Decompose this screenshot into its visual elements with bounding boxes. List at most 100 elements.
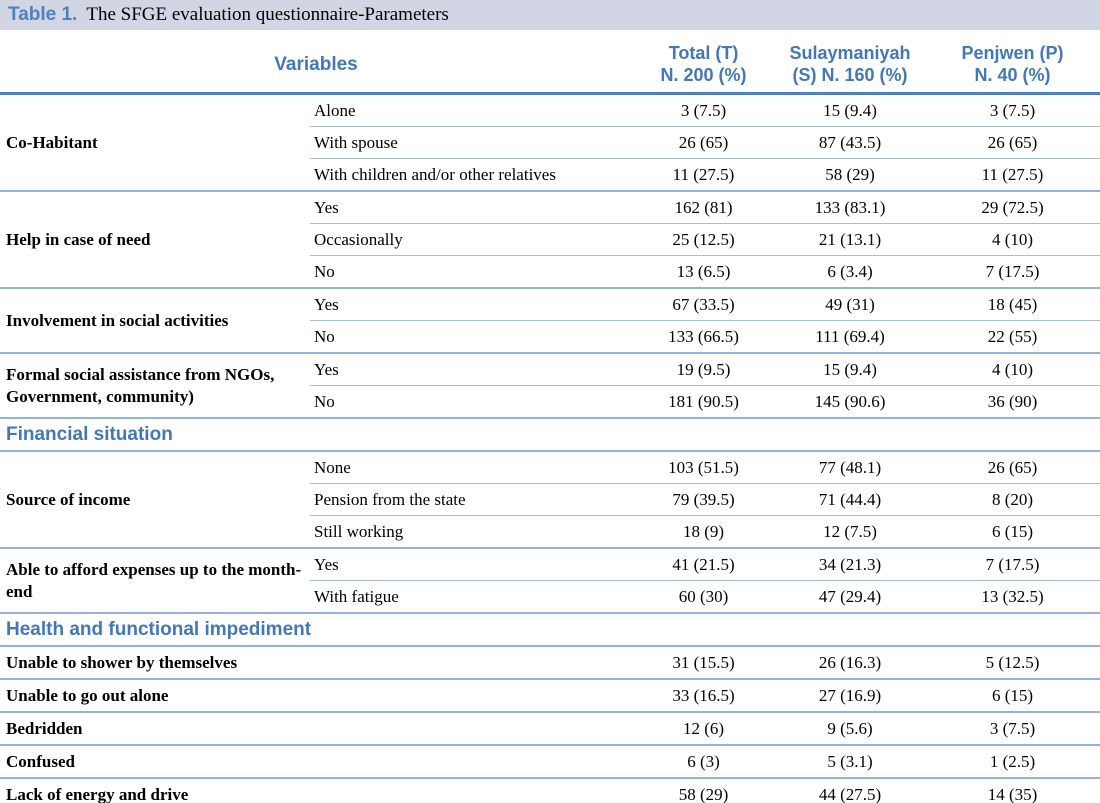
- variable-label: Help in case of need: [0, 191, 310, 289]
- total-value-cell: 25 (12.5): [632, 223, 776, 256]
- table-row: With fatigue 60 (30) 47 (29.4) 13 (32.5): [0, 580, 1100, 614]
- category-cell: [310, 745, 633, 779]
- column-header-total-line2: N. 200 (%): [660, 65, 747, 85]
- variable-label: Lack of energy and drive: [0, 778, 310, 803]
- category-cell: With spouse: [310, 126, 633, 159]
- penjwen-value-cell: 26 (65): [925, 126, 1100, 159]
- sulaymaniyah-value-cell: 15 (9.4): [775, 353, 926, 386]
- sulaymaniyah-value-cell: 9 (5.6): [775, 712, 926, 746]
- column-header-sulaymaniyah-line1: Sulaymaniyah: [789, 43, 911, 64]
- table-row: Unable to go out alone 33 (16.5) 27 (16.9)…: [0, 679, 1100, 713]
- table-row: Source of income None 103 (51.5) 77 (48.1) 2…: [0, 451, 1100, 549]
- penjwen-value-cell: 13 (32.5): [925, 580, 1100, 614]
- sulaymaniyah-value-cell: 87 (43.5): [775, 126, 926, 159]
- variable-label: Source of income: [0, 451, 310, 549]
- penjwen-value-cell: 14 (35): [925, 778, 1100, 803]
- header-row: Variables Total (T) N. 200 (%) Sulaymani…: [0, 38, 1100, 95]
- sulaymaniyah-value-cell: 111 (69.4): [775, 320, 926, 354]
- sulaymaniyah-value-cell: 145 (90.6): [775, 385, 926, 419]
- variable-label: Co-Habitant: [0, 93, 310, 192]
- sulaymaniyah-value-cell: 47 (29.4): [775, 580, 926, 614]
- table-title-text: The SFGE evaluation questionnaire-Parame…: [86, 4, 449, 25]
- table-row: Formal social assistance from NGOs, Gove…: [0, 353, 1100, 419]
- sulaymaniyah-value-cell: 21 (13.1): [775, 223, 926, 256]
- total-value-cell: 41 (21.5): [632, 548, 776, 581]
- sulaymaniyah-value-cell: 49 (31): [775, 288, 926, 321]
- section-header: Financial situation: [0, 418, 1100, 452]
- table-row: Pension from the state 79 (39.5) 71 (44.4)…: [0, 483, 1100, 516]
- column-header-penjwen-line1: Penjwen (P): [961, 43, 1064, 64]
- table-body: Co-Habitant Alone 3 (7.5) 15 (9.4) 3 (7.5) Wi…: [0, 93, 1100, 803]
- sulaymaniyah-value-cell: 44 (27.5): [775, 778, 926, 803]
- total-value-cell: 58 (29): [632, 778, 776, 803]
- total-value-cell: 6 (3): [632, 745, 776, 779]
- penjwen-value-cell: 3 (7.5): [925, 712, 1100, 746]
- total-value-cell: 19 (9.5): [632, 353, 776, 386]
- category-cell: [310, 712, 633, 746]
- table-row: Co-Habitant Alone 3 (7.5) 15 (9.4) 3 (7.5): [0, 93, 1100, 192]
- total-value-cell: 60 (30): [632, 580, 776, 614]
- category-cell: [310, 778, 633, 803]
- penjwen-value-cell: 29 (72.5): [925, 191, 1100, 224]
- total-value-cell: 18 (9): [632, 515, 776, 549]
- section-header: Health and functional impediment: [0, 613, 1100, 647]
- sfge-parameters-table: Variables Total (T) N. 200 (%) Sulaymani…: [0, 38, 1100, 803]
- penjwen-value-cell: 7 (17.5): [925, 255, 1100, 289]
- penjwen-value-cell: 8 (20): [925, 483, 1100, 516]
- total-value-cell: 12 (6): [632, 712, 776, 746]
- sulaymaniyah-value-cell: 26 (16.3): [775, 646, 926, 680]
- table-row: Bedridden 12 (6) 9 (5.6) 3 (7.5): [0, 712, 1100, 746]
- category-cell: Yes: [310, 288, 633, 321]
- variable-label: Unable to go out alone: [0, 679, 310, 713]
- penjwen-value-cell: 4 (10): [925, 223, 1100, 256]
- table-row: No 13 (6.5) 6 (3.4) 7 (17.5): [0, 255, 1100, 289]
- table-row: Help in case of need Yes 162 (81) 133 (83.1…: [0, 191, 1100, 289]
- total-value-cell: 103 (51.5): [632, 451, 776, 484]
- table-row: Able to afford expenses up to the month-…: [0, 548, 1100, 614]
- total-value-cell: 33 (16.5): [632, 679, 776, 713]
- category-cell: Yes: [310, 353, 633, 386]
- total-value-cell: 162 (81): [632, 191, 776, 224]
- column-header-penjwen: Penjwen (P) N. 40 (%): [925, 38, 1100, 95]
- category-cell: Still working: [310, 515, 633, 549]
- category-cell: None: [310, 451, 633, 484]
- variable-label: Unable to shower by themselves: [0, 646, 310, 680]
- variable-label: Confused: [0, 745, 310, 779]
- category-cell: No: [310, 320, 633, 354]
- sulaymaniyah-value-cell: 27 (16.9): [775, 679, 926, 713]
- penjwen-value-cell: 4 (10): [925, 353, 1100, 386]
- category-cell: Yes: [310, 191, 633, 224]
- penjwen-value-cell: 26 (65): [925, 451, 1100, 484]
- total-value-cell: 11 (27.5): [632, 158, 776, 192]
- total-value-cell: 79 (39.5): [632, 483, 776, 516]
- total-value-cell: 26 (65): [632, 126, 776, 159]
- table-number-label: Table 1.: [8, 4, 78, 25]
- category-cell: With fatigue: [310, 580, 633, 614]
- penjwen-value-cell: 7 (17.5): [925, 548, 1100, 581]
- section-row: Health and functional impediment: [0, 613, 1100, 647]
- penjwen-value-cell: 6 (15): [925, 679, 1100, 713]
- penjwen-value-cell: 18 (45): [925, 288, 1100, 321]
- total-value-cell: 31 (15.5): [632, 646, 776, 680]
- total-value-cell: 133 (66.5): [632, 320, 776, 354]
- table-row: Confused 6 (3) 5 (3.1) 1 (2.5): [0, 745, 1100, 779]
- penjwen-value-cell: 5 (12.5): [925, 646, 1100, 680]
- category-cell: Yes: [310, 548, 633, 581]
- column-header-sulaymaniyah-line2: (S) N. 160 (%): [792, 65, 908, 85]
- sulaymaniyah-value-cell: 6 (3.4): [775, 255, 926, 289]
- category-cell: No: [310, 255, 633, 289]
- penjwen-value-cell: 6 (15): [925, 515, 1100, 549]
- column-header-total-line1: Total (T): [668, 43, 739, 64]
- table-title-bar: Table 1. The SFGE evaluation questionnai…: [0, 0, 1100, 30]
- sulaymaniyah-value-cell: 12 (7.5): [775, 515, 926, 549]
- category-cell: [310, 646, 633, 680]
- table-row: Occasionally 25 (12.5) 21 (13.1) 4 (10): [0, 223, 1100, 256]
- sulaymaniyah-value-cell: 34 (21.3): [775, 548, 926, 581]
- category-cell: Alone: [310, 93, 633, 127]
- column-header-penjwen-line2: N. 40 (%): [974, 65, 1051, 85]
- total-value-cell: 181 (90.5): [632, 385, 776, 419]
- penjwen-value-cell: 11 (27.5): [925, 158, 1100, 192]
- penjwen-value-cell: 22 (55): [925, 320, 1100, 354]
- penjwen-value-cell: 36 (90): [925, 385, 1100, 419]
